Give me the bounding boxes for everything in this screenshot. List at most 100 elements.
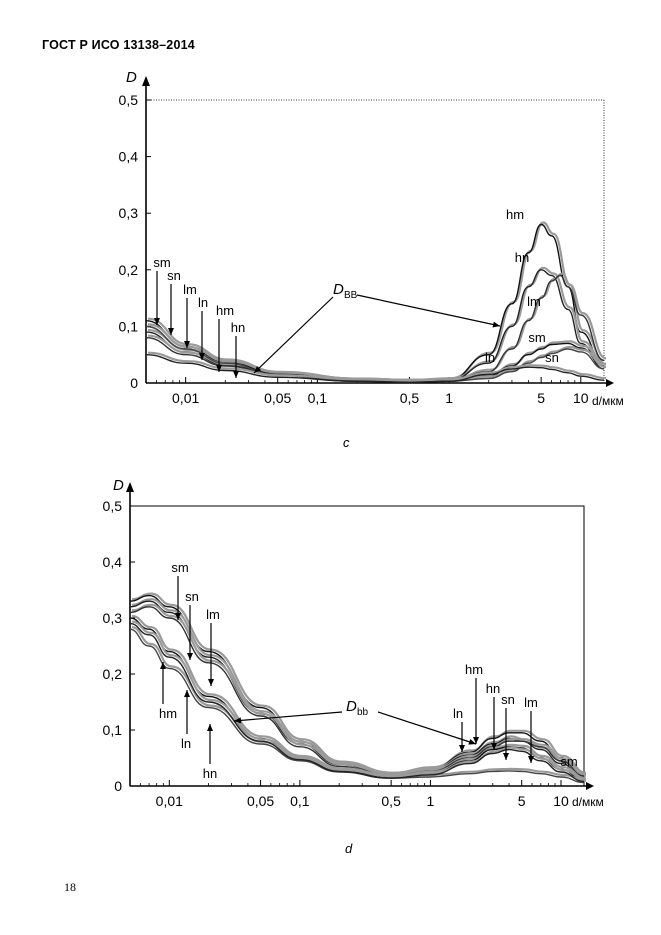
series-line-shadow-sn (147, 323, 607, 382)
x-axis-label: d/мкм (592, 394, 624, 408)
y-tick-label: 0,2 (119, 262, 139, 278)
chart-c: 0 0,1 0,2 0,3 0,4 0,5 0,01 0,05 0,1 0,5 1 5 10 Dd/мкм… (119, 69, 624, 450)
y-tick-label: 0,4 (119, 149, 139, 165)
x-tick-label: 0,5 (381, 793, 401, 809)
series-arrow-hm-head (216, 365, 222, 372)
series-label-hm: hm (506, 207, 524, 222)
annotation-arrow-1-line (377, 711, 477, 745)
y-tick-label: 0,1 (103, 722, 123, 738)
annotation-arrow-0-line (233, 711, 343, 722)
x-tick-label: 5 (537, 390, 545, 406)
x-tick-label: 10 (573, 390, 589, 406)
series-label-sn: sn (501, 692, 515, 707)
series-arrow-lm-head (528, 756, 534, 763)
series-arrow-sn-head (168, 328, 174, 335)
x-tick-label: 0,01 (156, 793, 183, 809)
series-label-sm: sm (171, 560, 188, 575)
series-label-hm: hm (216, 303, 234, 318)
annotation-subscript: bb (357, 707, 369, 718)
y-tick-label: 0,5 (103, 498, 123, 514)
series-arrow-ln-head (184, 690, 190, 697)
x-axis-arrow (606, 379, 614, 387)
annotation-label: D (346, 698, 357, 715)
y-tick-label: 0,5 (119, 92, 139, 108)
annotation-arrow-0-line (253, 296, 334, 374)
series-line-hn (145, 269, 605, 383)
series-arrow-sm-head (154, 318, 160, 325)
x-tick-label: 0,1 (308, 390, 328, 406)
series-line-shadow-hm (131, 614, 587, 780)
y-axis-arrow (142, 76, 150, 86)
series-arrow-hn-head (491, 743, 497, 750)
series-arrow-ln-head (199, 353, 205, 360)
series-label-lm: lm (527, 294, 541, 309)
series-label-hn: hn (486, 681, 500, 696)
series-label-sm: sm (528, 330, 545, 345)
series-label-hm: hm (465, 662, 483, 677)
page-number: 18 (64, 880, 76, 894)
series-label-hm: hm (159, 706, 177, 721)
annotation-arrow-0-head (234, 717, 242, 724)
series-arrow-sn-head (187, 653, 193, 660)
x-tick-label: 1 (445, 390, 453, 406)
series-line-shadow-hn (131, 620, 587, 781)
series-label-sn: sn (185, 589, 199, 604)
x-axis-label: d/мкм (572, 795, 604, 809)
x-tick-label: 0,05 (264, 390, 291, 406)
series-line-ln (145, 354, 605, 384)
series-arrow-hm-head (160, 662, 166, 669)
y-tick-label: 0,4 (103, 554, 123, 570)
y-tick-label: 0,3 (103, 610, 123, 626)
y-tick-label: 0,2 (103, 666, 123, 682)
series-label-ln: ln (485, 350, 495, 365)
y-axis-arrow (126, 482, 134, 492)
series-label-lm: lm (183, 282, 197, 297)
series-arrow-sn-head (503, 753, 509, 760)
series-line-hn (129, 622, 585, 783)
y-tick-label: 0 (130, 375, 138, 391)
x-tick-label: 0,1 (290, 793, 310, 809)
series-label-sm: sm (560, 754, 577, 769)
annotation-arrow-0-head (254, 365, 262, 373)
series-label-sn: sn (167, 268, 181, 283)
x-tick-label: 0,5 (400, 390, 420, 406)
series-arrow-ln-head (459, 745, 465, 752)
series-label-lm: lm (524, 695, 538, 710)
series-arrow-lm-head (208, 679, 214, 686)
x-tick-label: 0,01 (172, 390, 199, 406)
x-tick-label: 1 (427, 793, 435, 809)
y-tick-label: 0 (114, 778, 122, 794)
annotation-label: D (333, 281, 344, 298)
figure-caption: d (345, 841, 353, 856)
y-axis-label: D (113, 477, 124, 494)
series-label-hn: hn (203, 766, 217, 781)
y-tick-label: 0,1 (119, 318, 139, 334)
series-arrow-hn-head (207, 724, 213, 731)
series-arrow-sm-head (175, 613, 181, 620)
chart-d: 0 0,1 0,2 0,3 0,4 0,5 0,01 0,05 0,1 0,5 1 5 10 Dd/мкм… (103, 477, 604, 856)
x-tick-label: 0,05 (247, 793, 274, 809)
series-label-hn: hn (515, 250, 529, 265)
x-tick-label: 10 (553, 793, 569, 809)
x-axis-arrow (586, 782, 594, 790)
annotation-arrow-1-head (492, 321, 500, 328)
series-label-sm: sm (153, 255, 170, 270)
series-line-shadow-ln (147, 351, 607, 382)
y-axis-label: D (126, 69, 137, 86)
y-tick-label: 0,3 (119, 205, 139, 221)
document-header: ГОСТ Р ИСО 13138–2014 (42, 38, 195, 52)
series-arrow-hn-head (233, 371, 239, 378)
series-label-ln: ln (181, 736, 191, 751)
series-label-ln: ln (198, 295, 208, 310)
x-tick-label: 5 (518, 793, 526, 809)
series-arrow-hm-head (473, 737, 479, 744)
annotation-subscript: BB (344, 290, 358, 301)
series-line-sn (145, 325, 605, 383)
series-label-ln: ln (453, 706, 463, 721)
series-label-lm: lm (206, 607, 220, 622)
annotation-arrow-1-line (356, 294, 501, 327)
series-label-sn: sn (545, 350, 559, 365)
series-label-hn: hn (231, 320, 245, 335)
annotation-arrow-1-head (468, 738, 476, 745)
